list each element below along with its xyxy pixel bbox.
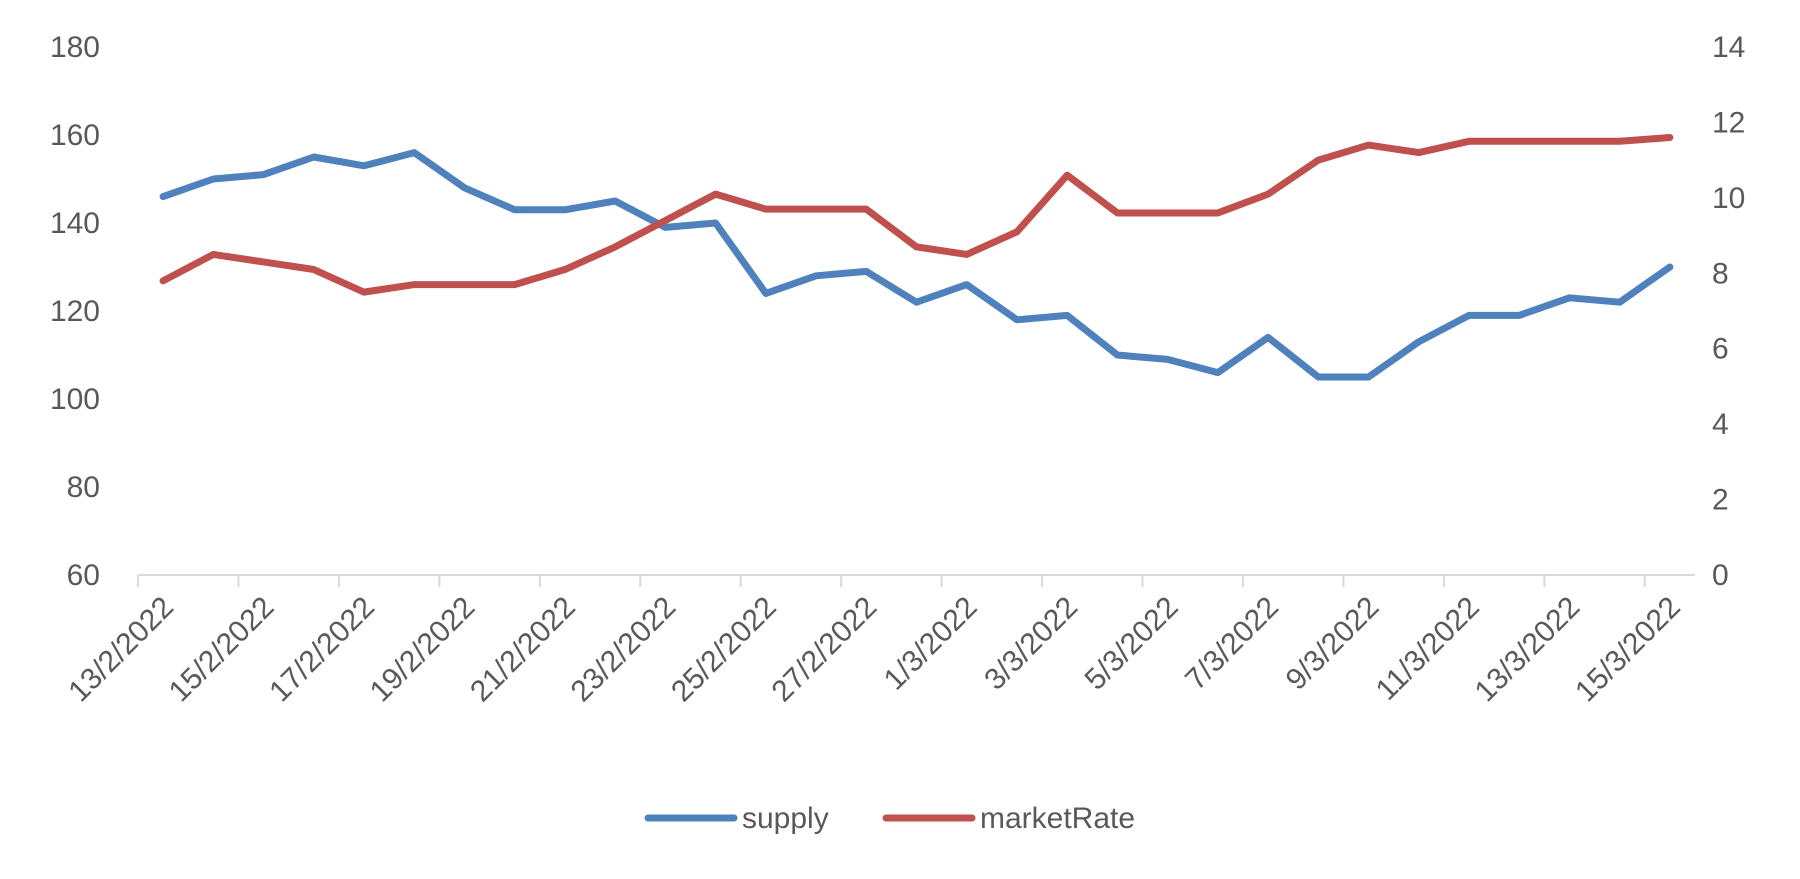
x-axis-tick-label: 1/3/2022 (878, 591, 984, 697)
x-axis-tick-label: 7/3/2022 (1179, 591, 1285, 697)
series-layer (159, 134, 1674, 381)
x-axis-tick-label: 13/3/2022 (1469, 591, 1587, 709)
x-axis-tick-label: 13/2/2022 (62, 591, 180, 709)
left-axis-tick-label: 60 (67, 559, 100, 592)
left-axis-ticks: 60 80 100 120 140 160 180 (50, 31, 100, 592)
right-axis-tick-label: 4 (1712, 408, 1729, 441)
x-axis-tick-label: 11/3/2022 (1370, 591, 1486, 707)
x-axis-tick-label: 3/3/2022 (978, 591, 1084, 697)
right-axis-tick-label: 2 (1712, 484, 1729, 517)
x-axis-tick-label: 17/2/2022 (263, 591, 381, 709)
series-line-marketRate (159, 134, 1674, 296)
legend-label-supply: supply (742, 802, 829, 835)
x-axis-tick-label: 23/2/2022 (565, 591, 683, 709)
x-axis: 13/2/202215/2/202217/2/202219/2/202221/2… (62, 574, 1695, 709)
x-axis-tick-label: 9/3/2022 (1280, 591, 1386, 697)
x-axis-tick-label: 27/2/2022 (766, 591, 884, 709)
right-axis-tick-label: 8 (1712, 257, 1729, 290)
legend: supply marketRate (644, 802, 1135, 835)
right-axis-tick-label: 6 (1712, 333, 1729, 366)
left-axis-tick-label: 120 (50, 295, 100, 328)
x-axis-tick-label: 21/2/2022 (464, 591, 582, 709)
left-axis-tick-label: 80 (67, 471, 100, 504)
right-axis-tick-label: 0 (1712, 559, 1729, 592)
x-axis-tick-label: 15/2/2022 (163, 591, 281, 709)
left-axis-tick-label: 160 (50, 119, 100, 152)
right-axis-ticks: 0 2 4 6 8 10 12 14 (1712, 31, 1745, 592)
x-axis-tick-label: 15/3/2022 (1569, 591, 1687, 709)
left-axis-tick-label: 180 (50, 31, 100, 64)
left-axis-tick-label: 140 (50, 207, 100, 240)
right-axis-tick-label: 10 (1712, 182, 1745, 215)
right-axis-tick-label: 12 (1712, 106, 1745, 139)
right-axis-tick-label: 14 (1712, 31, 1745, 64)
legend-label-marketRate: marketRate (980, 802, 1135, 835)
series-line-supply (159, 149, 1674, 381)
x-axis-tick-label: 25/2/2022 (665, 591, 783, 709)
left-axis-tick-label: 100 (50, 383, 100, 416)
x-axis-tick-label: 19/2/2022 (364, 591, 482, 709)
x-axis-tick-label: 5/3/2022 (1079, 591, 1185, 697)
